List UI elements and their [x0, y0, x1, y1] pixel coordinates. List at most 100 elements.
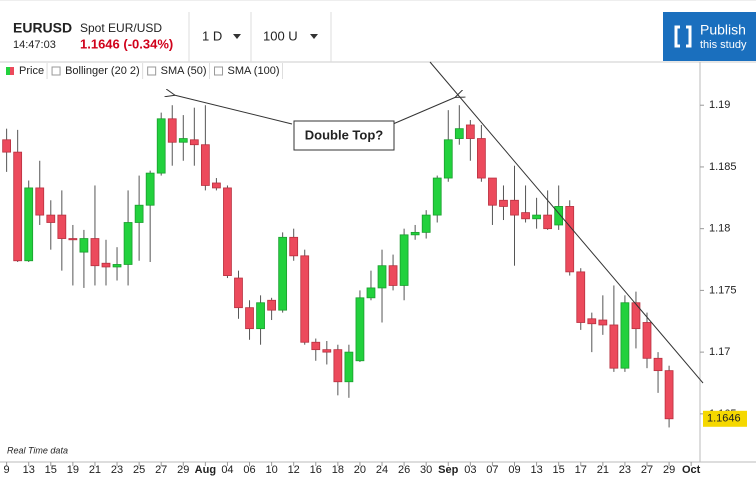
- publish-label: Publish: [700, 22, 746, 38]
- candle-body: [532, 214, 541, 220]
- candle-body: [631, 302, 641, 330]
- candle-body: [68, 238, 78, 241]
- candle-body: [278, 236, 288, 311]
- interval: 1 D: [202, 28, 222, 43]
- candle-body: [101, 262, 111, 268]
- legend-label: Price: [19, 65, 44, 77]
- caret: [233, 34, 241, 39]
- x-tick-label: 29: [663, 464, 675, 476]
- candle-body: [234, 277, 243, 309]
- x-tick-label: 27: [155, 464, 167, 476]
- legend-checkbox: [51, 66, 61, 76]
- candle-body: [366, 287, 376, 299]
- candle-body: [167, 118, 177, 143]
- candle-body: [256, 302, 265, 330]
- y-tick-label: 1.185: [709, 161, 737, 173]
- x-tick-label: 21: [597, 464, 609, 476]
- annotation-arrow: [174, 95, 293, 125]
- x-tick-label: 23: [111, 464, 123, 476]
- legend-item[interactable]: SMA (100): [214, 65, 280, 77]
- candle-body: [223, 187, 232, 276]
- x-tick-label: Oct: [682, 464, 701, 476]
- candle-body: [554, 206, 564, 226]
- footnote: Real Time data: [7, 445, 68, 455]
- x-tick-label: 21: [89, 464, 101, 476]
- candle-body: [642, 322, 652, 359]
- candle-body: [178, 138, 188, 143]
- x-tick-label: 30: [420, 464, 432, 476]
- candle-body: [35, 187, 45, 216]
- candle-body: [399, 234, 409, 286]
- quote: 1.1646 (-0.34%): [80, 36, 173, 51]
- candle-body: [388, 265, 398, 286]
- candle-body: [443, 139, 453, 179]
- candle-body: [311, 341, 321, 351]
- x-tick-label: 15: [45, 464, 57, 476]
- x-tick-label: Aug: [195, 464, 216, 476]
- candle-body: [377, 265, 387, 289]
- x-tick-label: 15: [553, 464, 565, 476]
- candle-body: [13, 151, 23, 262]
- publish-button[interactable]: Publish this study: [663, 12, 756, 61]
- x-tick-label: 07: [486, 464, 498, 476]
- x-tick-label: 27: [641, 464, 653, 476]
- x-tick-label: 04: [221, 464, 233, 476]
- candle-body: [46, 214, 56, 223]
- candle-body: [664, 370, 674, 420]
- symbol-description: Spot EUR/USD: [80, 21, 162, 35]
- candle-body: [57, 214, 67, 239]
- publish-sublabel: this study: [700, 39, 747, 51]
- plot: [2, 105, 674, 428]
- quote-time: 14:47:03: [13, 39, 56, 51]
- y-tick-label: 1.175: [709, 284, 737, 296]
- x-tick-label: 09: [508, 464, 520, 476]
- legend-item[interactable]: SMA (50): [147, 65, 207, 77]
- legend-checkbox: [214, 66, 224, 76]
- candle-body: [587, 318, 597, 325]
- symbol: EURUSD: [13, 20, 72, 36]
- x-tick-label: 17: [575, 464, 587, 476]
- toolbar: [0, 0, 756, 62]
- legend-item[interactable]: Bollinger (20 2): [51, 65, 140, 77]
- legend-label: SMA (100): [228, 65, 280, 77]
- x-tick-label: 29: [177, 464, 189, 476]
- annotation-box: [293, 120, 395, 151]
- x-tick-label: 24: [376, 464, 388, 476]
- candle-body: [300, 255, 310, 343]
- x-tick-label: 06: [243, 464, 255, 476]
- candle-body: [510, 199, 519, 216]
- candle-body: [2, 139, 11, 153]
- range: 100 U: [263, 28, 298, 43]
- x-tick-label: 9: [4, 464, 10, 476]
- candle-body: [245, 307, 254, 330]
- candle-body: [653, 357, 663, 372]
- x-tick-label: 25: [133, 464, 145, 476]
- range-dropdown[interactable]: 100 U: [263, 28, 318, 43]
- candle-body: [344, 351, 354, 383]
- candle-body: [322, 349, 332, 353]
- candle-body: [432, 177, 442, 216]
- interval-dropdown[interactable]: 1 D: [202, 28, 241, 43]
- x-tick-label: 20: [354, 464, 366, 476]
- x-tick-label: Sep: [438, 464, 458, 476]
- candle-body: [565, 206, 575, 273]
- publish-icon: [674, 25, 692, 48]
- caret: [310, 34, 318, 39]
- legend-item[interactable]: Price: [6, 65, 44, 77]
- candle-body: [576, 271, 586, 323]
- last-price-tag: [703, 410, 747, 427]
- candle-body: [189, 139, 199, 146]
- candle-body: [410, 231, 420, 236]
- y-tick-label: 1.19: [709, 99, 730, 111]
- candle-body: [79, 238, 89, 253]
- y-tick-label: 1.18: [709, 223, 730, 235]
- x-tick-label: 10: [265, 464, 277, 476]
- legend-swatch-down: [10, 67, 14, 75]
- candle-body: [421, 214, 431, 233]
- candle-body: [200, 144, 210, 186]
- candle-body: [609, 324, 619, 369]
- candle-body: [333, 349, 343, 383]
- legend: Price Bollinger (20 2) SMA (50) SMA (100): [6, 63, 283, 79]
- x-tick-label: 12: [288, 464, 300, 476]
